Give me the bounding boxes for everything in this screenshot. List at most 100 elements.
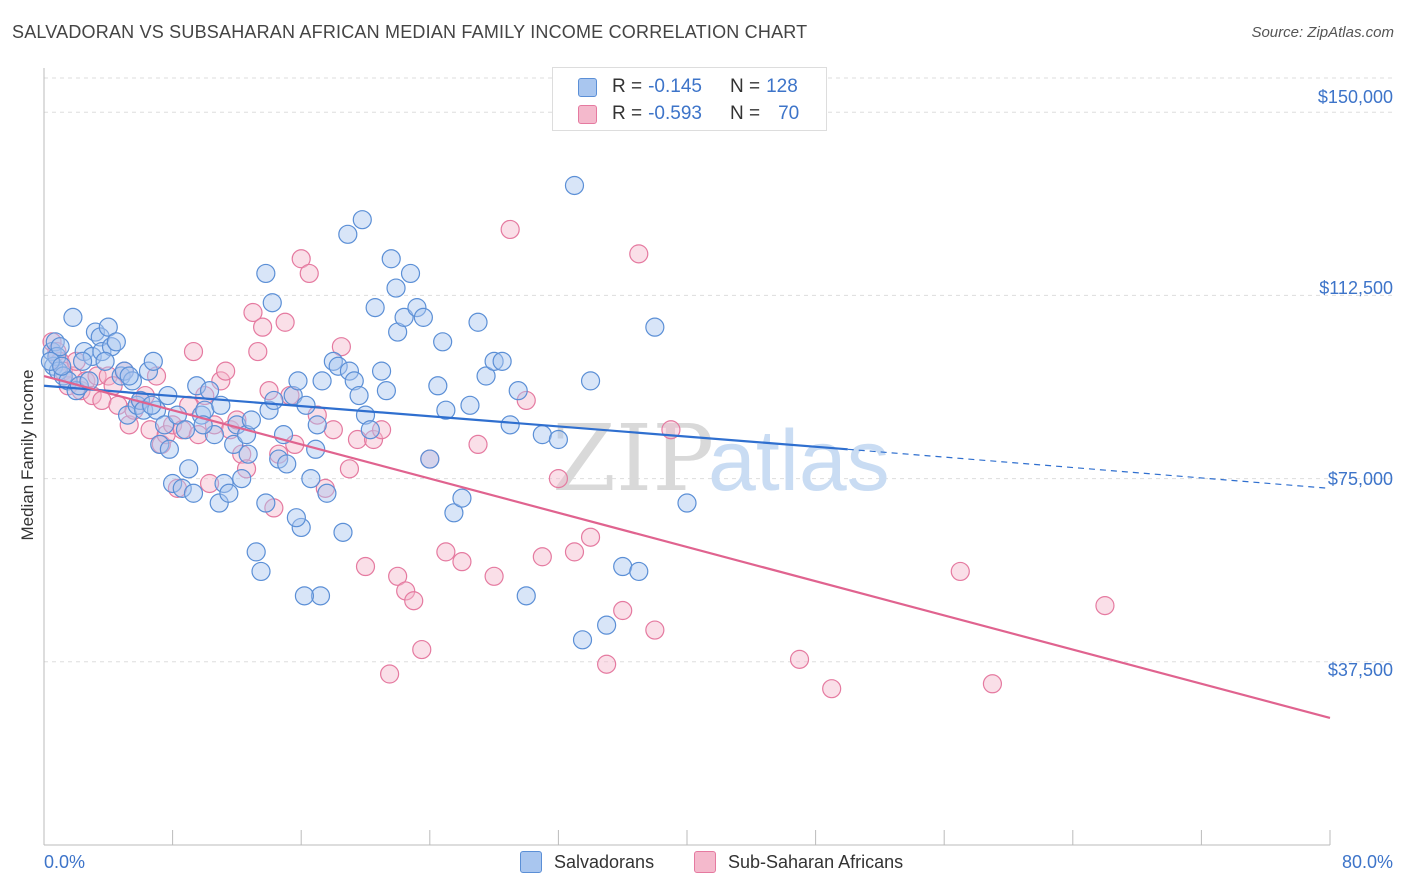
scatter-point (381, 249, 401, 269)
y-tick-label: $37,500 (1327, 660, 1393, 680)
trend-lines (43, 374, 1331, 720)
scatter-point (338, 224, 358, 244)
scatter-point (365, 298, 385, 318)
scatter-point (294, 586, 315, 606)
y-tick-label: $75,000 (1327, 469, 1393, 489)
scatter-point (436, 542, 456, 562)
scatter-point (119, 366, 139, 386)
legend-r-value: -0.145 (648, 76, 702, 97)
bottom-swatch-blue (520, 851, 542, 873)
scatter-point (264, 390, 284, 411)
scatter-point (209, 493, 229, 513)
scatter-point (476, 366, 496, 386)
legend-r-label: R = (612, 76, 643, 97)
scatter-point (163, 415, 183, 435)
scatter-point (597, 615, 617, 635)
chart-source: Source: ZipAtlas.com (1251, 24, 1394, 41)
scatter-point (460, 395, 480, 415)
scatter-point (613, 556, 633, 577)
watermark-atlas: atlas (708, 413, 890, 509)
scatter-point (227, 410, 247, 430)
scatter-point (982, 674, 1003, 694)
scatter-point (645, 317, 665, 337)
scatter-point (516, 586, 536, 606)
scatter-point (484, 566, 504, 586)
trend-line-salvadorans-extension (847, 448, 1331, 489)
scatter-point (580, 371, 601, 391)
scatter-point (371, 361, 392, 381)
scatter-point (412, 639, 432, 660)
series-sub-saharan-africans (42, 219, 1115, 699)
scatter-point (645, 620, 665, 640)
scatter-point (310, 586, 331, 606)
scatter-point (396, 581, 416, 601)
scatter-point (677, 493, 697, 513)
scatter-point (163, 473, 183, 494)
legend-n-label: N = (729, 76, 761, 97)
y-tick-label: $112,500 (1319, 278, 1393, 298)
axes (43, 68, 1331, 846)
scatter-point (299, 263, 319, 284)
scatter-point (275, 312, 295, 332)
scatter-point (492, 351, 512, 371)
scatter-point (349, 385, 369, 406)
scatter-point (376, 381, 396, 401)
scatter-point (232, 468, 252, 489)
scatter-point (256, 493, 276, 513)
scatter-point (246, 542, 266, 562)
scatter-point (444, 503, 464, 523)
scatter-point (407, 298, 427, 318)
chart-title: SALVADORAN VS SUBSAHARAN AFRICAN MEDIAN … (12, 22, 808, 42)
scatter-point (516, 390, 536, 411)
scatter-point (291, 517, 311, 538)
scatter-point (50, 337, 70, 357)
scatter-point (386, 278, 406, 298)
scatter-point (508, 381, 528, 401)
legend-n-value: 128 (766, 76, 798, 97)
scatter-point (629, 244, 649, 264)
scatter-point (301, 468, 321, 489)
scatter-point (564, 175, 585, 196)
legend-row-salvadorans: R = -0.145 N = 128 (553, 73, 798, 101)
scatter-point (183, 341, 204, 362)
scatter-point (307, 415, 327, 435)
scatter-point (629, 561, 649, 582)
scatter-point (822, 679, 842, 699)
scatter-point (40, 351, 61, 371)
y-axis-title: Median Family Income (18, 369, 37, 541)
scatter-point (259, 381, 279, 401)
legend-r-value: -0.593 (648, 103, 702, 124)
scatter-point (154, 415, 175, 435)
bottom-legend-sub-saharan: Sub-Saharan Africans (694, 851, 903, 873)
scatter-point (355, 556, 376, 577)
scatter-point (404, 591, 424, 611)
scatter-point (216, 361, 236, 381)
scatter-point (82, 346, 102, 367)
scatter-point (236, 459, 257, 479)
scatter-point (259, 400, 279, 420)
scatter-point (572, 630, 593, 650)
scatter-point (388, 566, 408, 586)
scatter-point (328, 356, 348, 376)
scatter-point (380, 664, 400, 684)
scatter-point (291, 249, 311, 269)
legend-n-label: N = (729, 103, 761, 124)
scatter-point (580, 527, 601, 547)
scatter-point (288, 371, 308, 391)
scatter-point (199, 381, 220, 401)
scatter-point (532, 425, 552, 445)
scatter-point (253, 317, 273, 337)
scatter-point (106, 332, 126, 352)
scatter-point (950, 561, 970, 582)
scatter-point (500, 219, 520, 240)
scatter-point (452, 488, 472, 508)
scatter-point (333, 522, 353, 542)
scatter-point (484, 351, 504, 371)
legend-r-label: R = (612, 103, 643, 124)
scatter-point (63, 307, 83, 327)
scatter-point (331, 337, 351, 357)
trend-line-salvadorans (43, 384, 848, 451)
scatter-point (150, 434, 170, 455)
scatter-point (269, 444, 289, 464)
